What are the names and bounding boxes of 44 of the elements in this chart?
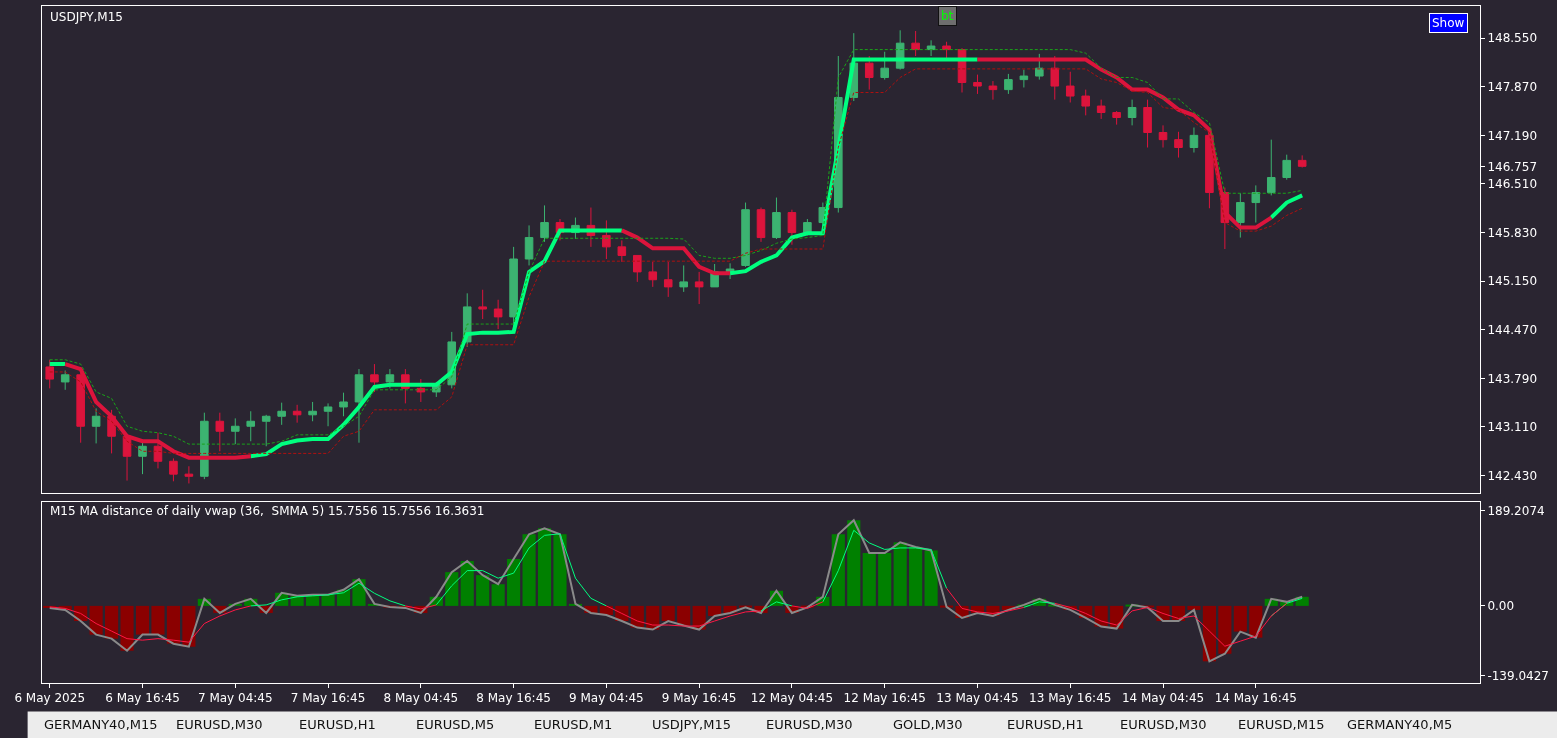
- text: EURUSD,M30: [766, 717, 853, 732]
- text: EURUSD,M30: [1120, 717, 1207, 732]
- y-tick-label: 143.110: [1487, 420, 1538, 435]
- text: EURUSD,H1: [1007, 717, 1084, 732]
- y-tick-label: 147.190: [1487, 128, 1538, 143]
- y-tick-label: 145.830: [1487, 225, 1538, 240]
- x-tick-label: 13 May 16:45: [1029, 691, 1112, 706]
- y-tick-label: 144.470: [1487, 322, 1538, 337]
- chart-title: M15 MA distance of daily vwap (36, SMMA 5) 15.7556 15.7556 16.3631: [50, 504, 485, 518]
- text: EURUSD,M30: [176, 717, 263, 732]
- x-tick-label: 12 May 04:45: [750, 691, 834, 706]
- x-tick-label: 7 May 16:45: [290, 691, 366, 706]
- y-tick-label: 143.790: [1487, 371, 1538, 386]
- x-tick-label: 9 May 04:45: [569, 691, 644, 706]
- x-tick-label: 8 May 04:45: [383, 691, 459, 706]
- x-tick-label: 8 May 16:45: [476, 691, 551, 706]
- x-tick-label: 13 May 04:45: [936, 691, 1019, 706]
- x-tick-label: 6 May 2025: [14, 691, 86, 706]
- x-tick-label: 12 May 16:45: [843, 691, 926, 706]
- text: GERMANY40,M5: [1347, 717, 1453, 732]
- annotation: Show: [1432, 16, 1465, 30]
- x-tick-label: 6 May 16:45: [105, 691, 180, 706]
- y-tick-label: 146.510: [1487, 177, 1538, 192]
- chart-title: USDJPY,M15: [50, 10, 123, 24]
- y-tick-label: 148.550: [1487, 31, 1538, 46]
- y-tick-label: 147.870: [1487, 79, 1538, 94]
- y-tick-label: 145.150: [1487, 274, 1538, 289]
- text: USDJPY,M15: [652, 717, 731, 732]
- y-tick-label: -139.0427: [1487, 669, 1549, 684]
- text: EURUSD,M1: [534, 717, 613, 732]
- text: GOLD,M30: [893, 717, 963, 732]
- annotation: bt: [941, 9, 954, 23]
- x-tick-label: 9 May 16:45: [661, 691, 737, 706]
- x-tick-label: 14 May 16:45: [1214, 691, 1297, 706]
- text: EURUSD,M5: [416, 717, 495, 732]
- x-tick-label: 7 May 04:45: [197, 691, 273, 706]
- text: GERMANY40,M15: [44, 717, 158, 732]
- text: EURUSD,H1: [299, 717, 376, 732]
- y-tick-label: 142.430: [1487, 468, 1538, 483]
- text: EURUSD,M15: [1238, 717, 1325, 732]
- y-tick-label: 0.00: [1487, 599, 1515, 614]
- y-tick-label: 146.757: [1487, 159, 1538, 174]
- y-tick-label: 189.2074: [1487, 503, 1545, 518]
- x-tick-label: 14 May 04:45: [1121, 691, 1205, 706]
